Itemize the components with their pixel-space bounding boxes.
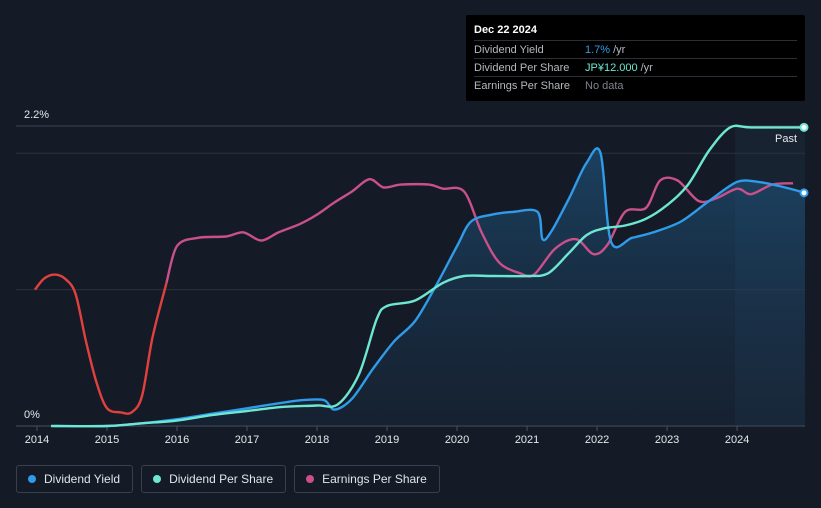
x-tick-label: 2021 bbox=[515, 434, 539, 446]
tooltip-row-dividend-per-share: Dividend Per Share JP¥12.000 /yr bbox=[474, 58, 797, 76]
dividend-per-share-line bbox=[50, 124, 806, 428]
tooltip-unit: /yr bbox=[613, 43, 626, 56]
tooltip-label: Dividend Yield bbox=[474, 43, 544, 56]
tooltip-date: Dec 22 2024 bbox=[474, 24, 537, 36]
tooltip-value: No data bbox=[585, 79, 624, 92]
tooltip-value: JP¥12.000 bbox=[585, 61, 638, 74]
legend: Dividend Yield Dividend Per Share Earnin… bbox=[16, 465, 440, 493]
x-tick-label: 2019 bbox=[375, 434, 399, 446]
x-tick-label: 2022 bbox=[585, 434, 609, 446]
earnings-per-share-line bbox=[165, 176, 794, 284]
x-tick-label: 2024 bbox=[725, 434, 749, 446]
legend-label: Earnings Per Share bbox=[322, 472, 427, 486]
past-label: Past bbox=[775, 133, 797, 145]
legend-item-dividend-per-share[interactable]: Dividend Per Share bbox=[141, 465, 287, 493]
y-axis-top-label: 2.2% bbox=[24, 109, 49, 121]
tooltip-row-earnings-per-share: Earnings Per Share No data bbox=[474, 76, 797, 94]
legend-item-earnings-per-share[interactable]: Earnings Per Share bbox=[294, 465, 440, 493]
x-tick-label: 2014 bbox=[25, 434, 49, 446]
tooltip-label: Earnings Per Share bbox=[474, 79, 570, 92]
x-tick-label: 2016 bbox=[165, 434, 189, 446]
earnings-per-share-line-early bbox=[33, 273, 168, 415]
tooltip-row-dividend-yield: Dividend Yield 1.7% /yr bbox=[474, 40, 797, 58]
tooltip: Dec 22 2024 Dividend Yield 1.7% /yr Divi… bbox=[466, 15, 805, 101]
x-tick-label: 2017 bbox=[235, 434, 259, 446]
legend-label: Dividend Yield bbox=[44, 472, 121, 486]
x-tick-label: 2015 bbox=[95, 434, 119, 446]
x-tick-label: 2018 bbox=[305, 434, 329, 446]
dividend-yield-end-marker bbox=[799, 188, 809, 198]
legend-label: Dividend Per Share bbox=[169, 472, 274, 486]
x-tick-label: 2020 bbox=[445, 434, 469, 446]
tooltip-unit: /yr bbox=[640, 61, 653, 74]
legend-item-dividend-yield[interactable]: Dividend Yield bbox=[16, 465, 134, 493]
tooltip-label: Dividend Per Share bbox=[474, 61, 570, 74]
earnings-per-share-dot-icon bbox=[306, 475, 315, 483]
dividend-per-share-end-marker bbox=[799, 122, 809, 132]
dividend-per-share-dot-icon bbox=[153, 475, 162, 483]
dividend-yield-area bbox=[54, 148, 805, 427]
x-tick-label: 2023 bbox=[655, 434, 679, 446]
dividend-yield-dot-icon bbox=[28, 475, 36, 483]
dividend-yield-line bbox=[54, 147, 806, 428]
y-axis-bottom-label: 0% bbox=[24, 409, 40, 421]
tooltip-value: 1.7% bbox=[585, 43, 611, 56]
